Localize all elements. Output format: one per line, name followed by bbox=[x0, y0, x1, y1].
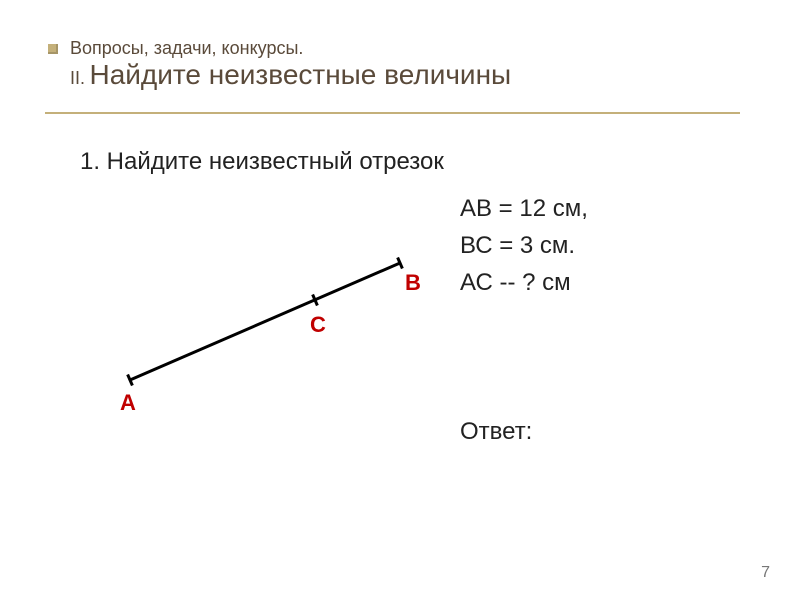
header-roman: II. bbox=[70, 68, 85, 88]
page-number: 7 bbox=[761, 564, 770, 582]
slide: Вопросы, задачи, конкурсы. II. Найдите н… bbox=[0, 0, 800, 600]
givens-block: АВ = 12 см, ВС = 3 см. АС -- ? см bbox=[460, 190, 588, 302]
header-underline bbox=[45, 112, 740, 114]
question-text: 1. Найдите неизвестный отрезок bbox=[80, 148, 444, 176]
header-large-text: Найдите неизвестные величины bbox=[89, 59, 511, 90]
segment-diagram: А В С bbox=[100, 190, 440, 410]
given-line-3: АС -- ? см bbox=[460, 264, 588, 301]
point-label-a: А bbox=[120, 390, 136, 416]
given-line-2: ВС = 3 см. bbox=[460, 227, 588, 264]
point-label-b: В bbox=[405, 270, 421, 296]
diagram-svg bbox=[100, 190, 440, 410]
bullet-marker bbox=[48, 44, 58, 54]
header-small-text: Вопросы, задачи, конкурсы. bbox=[70, 38, 303, 58]
given-line-1: АВ = 12 см, bbox=[460, 190, 588, 227]
point-label-c: С bbox=[310, 312, 326, 338]
slide-header: Вопросы, задачи, конкурсы. II. Найдите н… bbox=[70, 38, 511, 91]
answer-label: Ответ: bbox=[460, 418, 532, 446]
